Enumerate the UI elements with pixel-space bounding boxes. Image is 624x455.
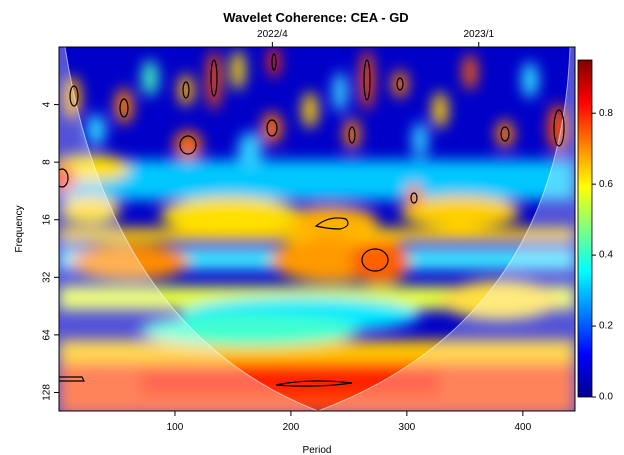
x-axis-title: Period [303,445,332,455]
chart-title: Wavelet Coherence: CEA - GD [223,10,408,25]
top-tick-label: 2023/1 [463,29,494,40]
heatmap-area [59,47,575,411]
top-tick-label: 2022/4 [257,29,288,40]
x-axis: 100 200 300 400 [167,411,532,433]
y-tick-label: 32 [42,271,53,283]
colorbar-tick-label: 0.4 [599,250,613,261]
colorbar-tick-label: 0.6 [599,179,613,190]
colorbar-axis: 0.0 0.2 0.4 0.6 0.8 [592,108,613,403]
x-tick-label: 200 [283,422,300,433]
x-tick-label: 100 [167,422,184,433]
heatmap-field [59,47,575,411]
cone-of-influence [59,47,575,411]
x-tick-label: 400 [514,422,531,433]
x-tick-label: 300 [399,422,416,433]
colorbar-tick-label: 0.0 [599,392,613,403]
y-axis: 4 8 16 32 64 128 [42,101,59,401]
y-tick-label: 4 [42,101,53,107]
colorbar-tick-label: 0.8 [599,108,613,119]
y-tick-label: 64 [42,329,53,341]
top-date-axis: 2022/4 2023/1 [257,29,494,47]
plot-border [58,46,576,412]
y-tick-label: 8 [42,159,53,165]
y-axis-title: Frequency [14,205,25,252]
colorbar [577,59,593,398]
y-tick-label: 16 [42,214,53,226]
colorbar-tick-label: 0.2 [599,321,613,332]
y-tick-label: 128 [42,384,53,401]
significance-contours [59,53,565,387]
